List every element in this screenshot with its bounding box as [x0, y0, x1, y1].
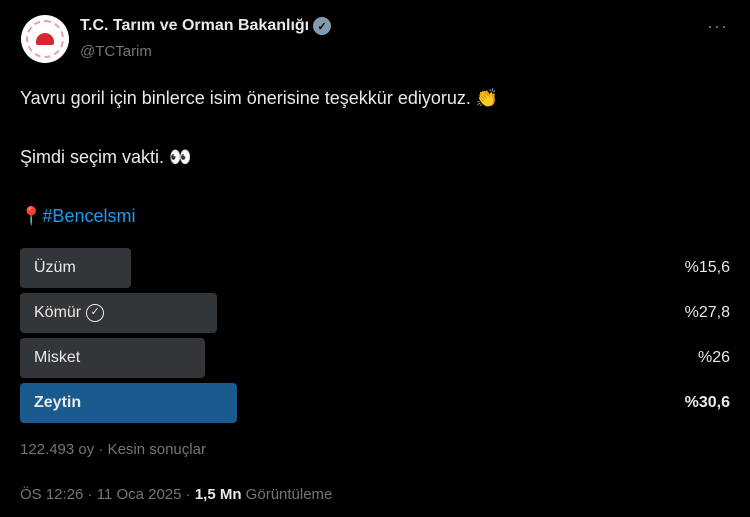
tweet-text-line2: Şimdi seçim vakti. 👀 — [20, 147, 192, 167]
tweet-text-line1: Yavru goril için binlerce isim önerisine… — [20, 88, 499, 108]
check-circle-icon: ✓ — [86, 304, 105, 322]
poll-option-bar: Zeytin — [20, 383, 238, 423]
verified-badge-icon: ✓ — [313, 17, 332, 35]
tweet-meta: ÖS 12:26 · 11 Oca 2025 · 1,5 Mn Görüntül… — [20, 486, 332, 503]
poll-option-bar: Kömür ✓ — [20, 293, 218, 333]
tweet-hashtag-line: 📍#Bencelsmi — [20, 206, 135, 227]
poll-option-percent: %26 — [697, 349, 730, 366]
more-options-icon[interactable]: ··· — [707, 16, 728, 36]
view-count: 1,5 Mn — [194, 486, 242, 503]
author-name[interactable]: T.C. Tarım ve Orman Bakanlığı ✓ — [80, 17, 332, 35]
poll-option-percent: %27,8 — [684, 304, 730, 321]
poll-summary: 122.493 oy · Kesin sonuçlar — [20, 441, 206, 458]
poll-option-label: Misket — [34, 349, 81, 366]
poll-option-percent: %15,6 — [684, 259, 730, 276]
poll-option-percent: %30,6 — [684, 394, 730, 411]
pin-icon: 📍 — [20, 206, 43, 226]
poll-option-label: Kömür — [34, 304, 82, 321]
avatar[interactable] — [21, 15, 69, 63]
poll-option-bar: Üzüm — [20, 248, 131, 288]
timestamp[interactable]: ÖS 12:26 · 11 Oca 2025 · — [20, 486, 195, 503]
hashtag-link[interactable]: #Bencelsmi — [42, 206, 136, 226]
poll-option-bar: Misket — [20, 338, 205, 378]
poll-option-label: Üzüm — [34, 259, 76, 276]
author-handle[interactable]: @TCTarim — [80, 43, 152, 60]
poll-option-label: Zeytin — [34, 394, 82, 411]
views-label: Görüntüleme — [241, 486, 333, 503]
